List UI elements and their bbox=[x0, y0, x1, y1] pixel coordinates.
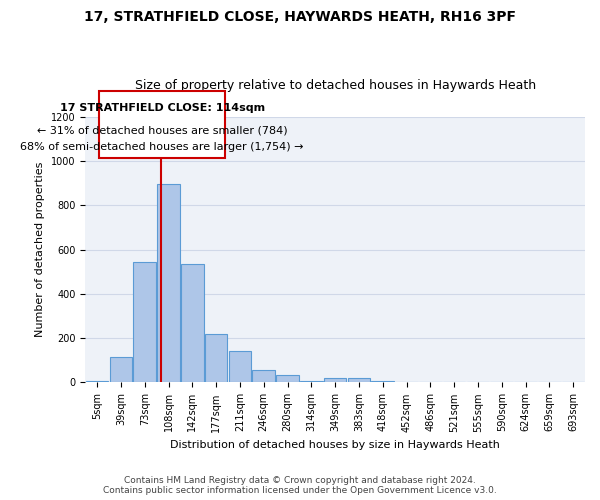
Bar bbox=[371, 380, 394, 382]
Text: ← 31% of detached houses are smaller (784): ← 31% of detached houses are smaller (78… bbox=[37, 126, 287, 136]
Text: 17 STRATHFIELD CLOSE: 114sqm: 17 STRATHFIELD CLOSE: 114sqm bbox=[59, 104, 265, 114]
X-axis label: Distribution of detached houses by size in Haywards Heath: Distribution of detached houses by size … bbox=[170, 440, 500, 450]
Bar bbox=[157, 184, 180, 382]
Y-axis label: Number of detached properties: Number of detached properties bbox=[35, 162, 46, 338]
Bar bbox=[181, 264, 203, 382]
Text: Contains HM Land Registry data © Crown copyright and database right 2024.
Contai: Contains HM Land Registry data © Crown c… bbox=[103, 476, 497, 495]
FancyBboxPatch shape bbox=[99, 92, 225, 158]
Text: 68% of semi-detached houses are larger (1,754) →: 68% of semi-detached houses are larger (… bbox=[20, 142, 304, 152]
Bar bbox=[110, 357, 132, 382]
Bar bbox=[133, 262, 156, 382]
Bar bbox=[276, 374, 299, 382]
Bar bbox=[347, 378, 370, 382]
Bar bbox=[253, 370, 275, 382]
Bar bbox=[324, 378, 346, 382]
Text: 17, STRATHFIELD CLOSE, HAYWARDS HEATH, RH16 3PF: 17, STRATHFIELD CLOSE, HAYWARDS HEATH, R… bbox=[84, 10, 516, 24]
Bar bbox=[205, 334, 227, 382]
Title: Size of property relative to detached houses in Haywards Heath: Size of property relative to detached ho… bbox=[134, 79, 536, 92]
Bar bbox=[229, 352, 251, 382]
